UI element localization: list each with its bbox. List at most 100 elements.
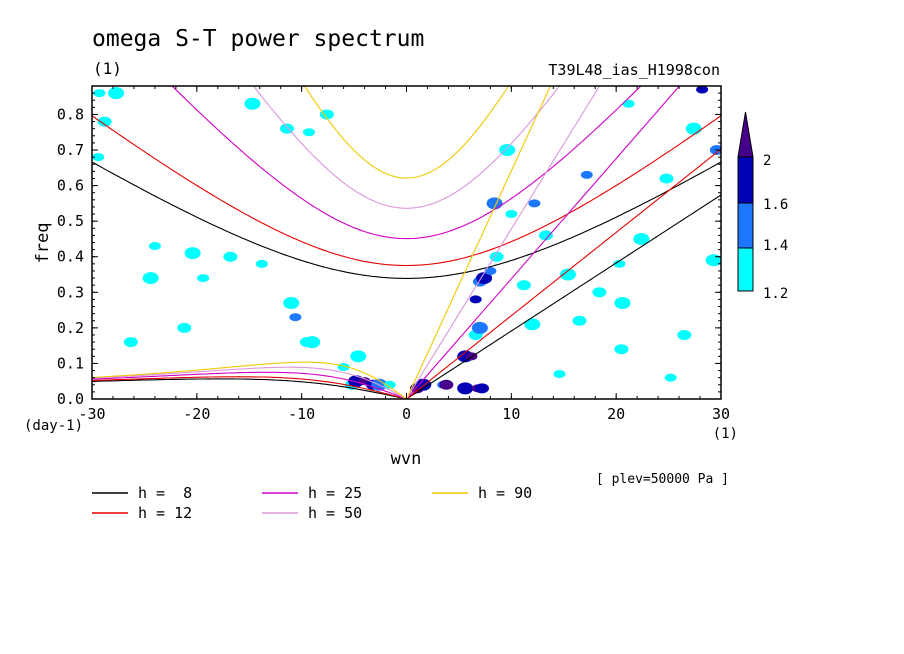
chart-title: omega S-T power spectrum xyxy=(92,26,424,52)
contour-patch xyxy=(142,272,159,285)
contour-patch xyxy=(622,99,635,108)
kelvin-curve xyxy=(406,194,721,399)
colorbar-arrow xyxy=(737,111,754,158)
contour-patch xyxy=(592,287,607,298)
y-tick-label: 0.7 xyxy=(57,141,84,159)
legend-label: h = 90 xyxy=(478,484,532,502)
contour-patch xyxy=(244,97,261,110)
y-tick-label: 0.2 xyxy=(57,319,84,337)
rossby-curve xyxy=(92,361,407,399)
footnote: [ plev=50000 Pa ] xyxy=(596,472,729,487)
legend-label: h = 8 xyxy=(138,484,192,502)
colorbar-segment xyxy=(737,156,754,204)
colorbar-label: 1.4 xyxy=(763,238,788,254)
contour-patch xyxy=(283,296,300,309)
contour-patch xyxy=(184,247,201,260)
kelvin-curve xyxy=(406,86,601,399)
rossby-curve xyxy=(92,378,407,399)
rossby-curve xyxy=(92,371,407,399)
legend: h = 8 h = 12 h = 25 h = 50 h = 90 xyxy=(92,484,532,522)
contour-patch xyxy=(572,315,587,326)
ig-curve xyxy=(92,115,721,267)
contour-patch xyxy=(633,232,650,245)
contour-patch xyxy=(505,210,518,219)
contour-patch xyxy=(469,295,482,304)
x-tick-label: -30 xyxy=(78,405,105,423)
colorbar-label: 1.2 xyxy=(763,286,788,302)
contour-patch xyxy=(614,344,629,355)
legend-label: h = 50 xyxy=(308,504,362,522)
contour-patch xyxy=(696,86,709,94)
contour-patch xyxy=(108,87,125,100)
contour-patch xyxy=(685,122,702,135)
x-axis-unit: (1) xyxy=(713,426,738,442)
contour-patch xyxy=(559,268,576,281)
contour-patch xyxy=(499,144,516,157)
legend-label: h = 25 xyxy=(308,484,362,502)
contour-patch xyxy=(538,230,553,241)
contour-patch xyxy=(350,350,367,363)
contour-patch xyxy=(92,153,105,162)
contour-patch xyxy=(580,170,593,179)
ig-curve xyxy=(252,86,561,209)
ig-curve xyxy=(92,161,721,279)
x-tick-label: 0 xyxy=(402,405,411,423)
colorbar-label: 2 xyxy=(763,153,771,169)
ig-curve xyxy=(303,86,510,179)
contour-patch xyxy=(553,370,566,379)
contour-patch xyxy=(614,296,631,309)
colorbar-segment xyxy=(737,202,754,249)
contour-patch xyxy=(664,373,677,382)
contour-patch xyxy=(457,382,474,395)
contour-patch xyxy=(97,116,112,127)
y-tick-label: 0.1 xyxy=(57,354,84,372)
contour-patch xyxy=(383,380,396,389)
x-axis-label: wvn xyxy=(391,449,422,469)
contour-patch xyxy=(93,89,106,98)
colorbar-segment xyxy=(737,247,754,292)
contour-patch xyxy=(439,379,454,390)
contour-patch xyxy=(484,266,497,275)
contour-patch xyxy=(223,251,238,262)
x-tick-label: 10 xyxy=(502,405,520,423)
contour-patch xyxy=(705,254,721,267)
y-tick-label: 0.6 xyxy=(57,177,84,195)
contour-patch xyxy=(524,318,541,331)
kelvin-curve xyxy=(405,86,551,399)
contour-patch xyxy=(613,259,626,268)
legend-label: h = 12 xyxy=(138,504,192,522)
contour-patch xyxy=(474,383,489,394)
contour-patch xyxy=(304,336,321,349)
ig-curve xyxy=(171,86,642,240)
contour-patch xyxy=(476,272,493,285)
y-tick-label: 0.4 xyxy=(57,248,84,266)
x-tick-label: -20 xyxy=(183,405,210,423)
kelvin-curve xyxy=(406,148,721,399)
contour-patch xyxy=(516,280,531,291)
contour-patch xyxy=(415,378,432,391)
y-tick-label: 0.3 xyxy=(57,283,84,301)
contour-patch xyxy=(659,173,674,184)
contour-patch xyxy=(197,274,210,283)
y-axis-label: freq xyxy=(33,223,53,264)
plot-area xyxy=(92,86,721,399)
colorbar-label: 1.6 xyxy=(763,197,788,213)
x-tick-label: -10 xyxy=(288,405,315,423)
title-unit: (1) xyxy=(93,59,122,78)
x-tick-label: 20 xyxy=(607,405,625,423)
kelvin-curve xyxy=(406,86,681,399)
rossby-curve xyxy=(92,376,407,399)
y-tick-label: 0.5 xyxy=(57,212,84,230)
y-tick-label: 0.0 xyxy=(57,390,84,408)
chart-subtitle: T39L48_ias_H1998con xyxy=(548,61,720,79)
colorbar: 1.2 1.4 1.6 2 xyxy=(737,111,788,302)
contour-patch xyxy=(255,259,268,268)
contour-patch xyxy=(303,128,316,137)
contour-patch xyxy=(528,199,541,208)
contour-patch xyxy=(289,313,302,322)
y-axis-unit: (day-1) xyxy=(24,418,83,434)
x-tick-label: 30 xyxy=(712,405,730,423)
contour-patch xyxy=(677,329,692,340)
contour-patch xyxy=(471,321,488,334)
